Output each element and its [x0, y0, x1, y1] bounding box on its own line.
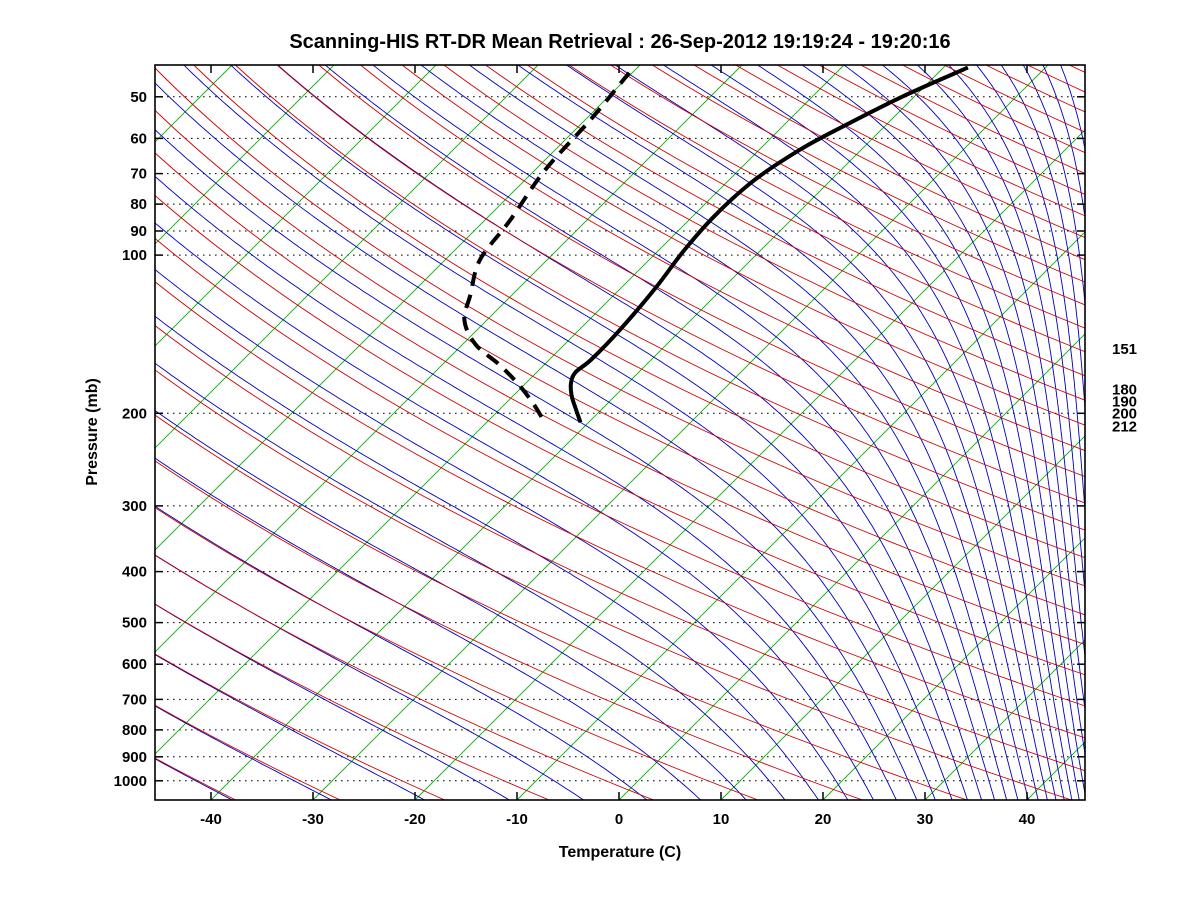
dewpoint-profile: [464, 73, 629, 425]
x-tick-label: 0: [615, 811, 623, 828]
y-tick-label: 80: [130, 196, 147, 213]
dry-adiabat: [819, 65, 1200, 800]
y-tick-label: 900: [122, 749, 147, 766]
dry-adiabat: [486, 65, 1200, 800]
y-tick-label: 400: [122, 564, 147, 581]
isotherm-line: [7, 65, 742, 800]
moist-adiabat: [518, 65, 1038, 800]
x-tick-label: 30: [917, 811, 934, 828]
y-tick-label: 1000: [114, 773, 147, 790]
pressure-gridlines: [155, 97, 1085, 781]
moist-adiabat: [0, 65, 509, 800]
moist-adiabat: [91, 65, 917, 800]
x-tick-label: 20: [815, 811, 832, 828]
moist-adiabat: [0, 65, 701, 800]
moist-adiabat: [663, 65, 1064, 800]
moist-adiabat: [0, 65, 331, 800]
moist-adiabat: [0, 65, 848, 800]
y-tick-label: 300: [122, 498, 147, 515]
dry-adiabat: [0, 65, 1072, 800]
y-tick-label: 600: [122, 656, 147, 673]
moist-adiabat: [278, 65, 982, 800]
y-tick-label: 100: [122, 247, 147, 264]
x-axis-label: Temperature (C): [559, 844, 681, 861]
y-tick-label: 700: [122, 691, 147, 708]
x-tick-label: 40: [1019, 811, 1036, 828]
moist-adiabat: [469, 65, 1028, 800]
x-tick-label: 10: [713, 811, 730, 828]
isotherm-line: [0, 65, 334, 800]
moist-adiabat: [0, 65, 232, 800]
dry-adiabat: [944, 65, 1200, 800]
y-axis-label: Pressure (mb): [84, 378, 101, 486]
moist-adiabat: [45, 65, 896, 800]
dry-adiabat: [110, 65, 1200, 800]
isotherm-line: [0, 65, 232, 800]
profile-lines: [464, 68, 968, 425]
dry-adiabat: [235, 65, 1200, 800]
moist-adiabat: [758, 65, 1080, 800]
y-tick-label: 70: [130, 166, 147, 183]
dry-adiabat: [361, 65, 1200, 800]
moist-adiabat: [0, 65, 819, 800]
x-tick-label: -40: [200, 811, 222, 828]
moist-adiabat: [184, 65, 952, 800]
moist-adiabat: [0, 65, 746, 800]
y-tick-label: 90: [130, 223, 147, 240]
isotherm-line: [415, 65, 1150, 800]
y-tick-label: 200: [122, 405, 147, 422]
moist-adiabat: [0, 65, 425, 800]
moist-adiabat: [802, 65, 1086, 800]
y-tick-label: 800: [122, 722, 147, 739]
dry-adiabat: [194, 65, 1200, 800]
dry-adiabat: [527, 65, 1200, 800]
isotherm-line: [313, 65, 1048, 800]
chart-layers: -40 -30 -20 -10 0 10 20 30 40 50 60 70 80 90 100 200 300…: [0, 65, 1200, 828]
right-pressure-label: 151: [1112, 341, 1137, 358]
x-tick-label: -10: [506, 811, 528, 828]
moist-adiabat: [977, 65, 1117, 800]
y-tick-label: 60: [130, 130, 147, 147]
y-tick-label: 50: [130, 89, 147, 106]
chart-title: Scanning-HIS RT-DR Mean Retrieval : 26-S…: [289, 31, 950, 53]
isotherm-line: [925, 65, 1200, 800]
dry-adiabat: [0, 65, 1176, 800]
dry-adiabat: [402, 65, 1200, 800]
dry-adiabat: [0, 65, 236, 800]
temperature-profile: [571, 68, 968, 423]
x-tick-label: -20: [404, 811, 426, 828]
x-tick-label: -30: [302, 811, 324, 828]
isotherm-line: [823, 65, 1200, 800]
y-tick-label: 500: [122, 615, 147, 632]
isotherm-line: [0, 65, 538, 800]
right-pressure-label: 212: [1112, 419, 1137, 436]
dry-adiabat: [444, 65, 1200, 800]
dry-adiabat-lines: [0, 65, 1200, 800]
moist-adiabat: [844, 65, 1093, 800]
